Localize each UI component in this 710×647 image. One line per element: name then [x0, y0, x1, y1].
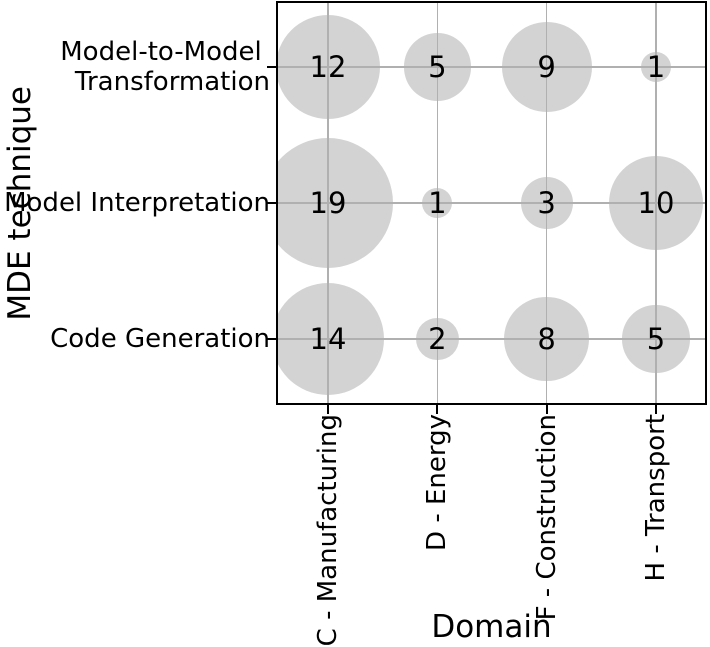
bubble-value: 9	[537, 50, 556, 84]
x-axis-title: Domain	[431, 609, 552, 645]
x-tick-mark	[436, 405, 439, 414]
bubble-value: 1	[646, 50, 666, 84]
bubble-value: 2	[428, 322, 447, 356]
bubble-value: 5	[428, 50, 447, 84]
x-tick-label: F - Construction	[531, 414, 562, 621]
y-tick-label: Code Generation	[50, 324, 270, 354]
y-tick-mark	[267, 338, 276, 340]
y-tick-mark	[267, 66, 276, 68]
bubble-value: 10	[637, 186, 675, 220]
x-tick-mark	[654, 405, 657, 414]
x-tick-label: D - Energy	[422, 414, 453, 551]
y-tick-mark	[267, 202, 276, 204]
y-tick-label: Model-to-Model Transformation	[60, 37, 270, 97]
bubble-value: 5	[646, 322, 666, 356]
x-tick-mark	[327, 405, 329, 414]
x-tick-mark	[545, 405, 548, 414]
x-tick-label: H - Transport	[640, 414, 671, 582]
bubble-value: 8	[537, 322, 556, 356]
gridline-horizontal	[278, 338, 705, 340]
bubble-value: 19	[309, 186, 347, 220]
y-tick-label-line: Model Interpretation	[4, 188, 270, 218]
x-tick-label: C - Manufacturing	[313, 414, 343, 647]
bubble-value: 14	[309, 322, 347, 356]
y-tick-label-line: Transformation	[74, 67, 270, 97]
gridline-horizontal	[278, 66, 705, 68]
bubble-value: 1	[428, 186, 447, 220]
bubble-value: 3	[537, 186, 556, 220]
gridline-horizontal	[278, 202, 705, 204]
y-tick-label-line: Code Generation	[50, 324, 270, 354]
y-tick-label: Model Interpretation	[4, 188, 270, 218]
bubble-value: 12	[309, 50, 347, 84]
y-tick-label-line: Model-to-Model	[60, 37, 270, 67]
plot-area: 12 5 9 1 19 1 3 10 14 2 8 5	[276, 1, 707, 405]
